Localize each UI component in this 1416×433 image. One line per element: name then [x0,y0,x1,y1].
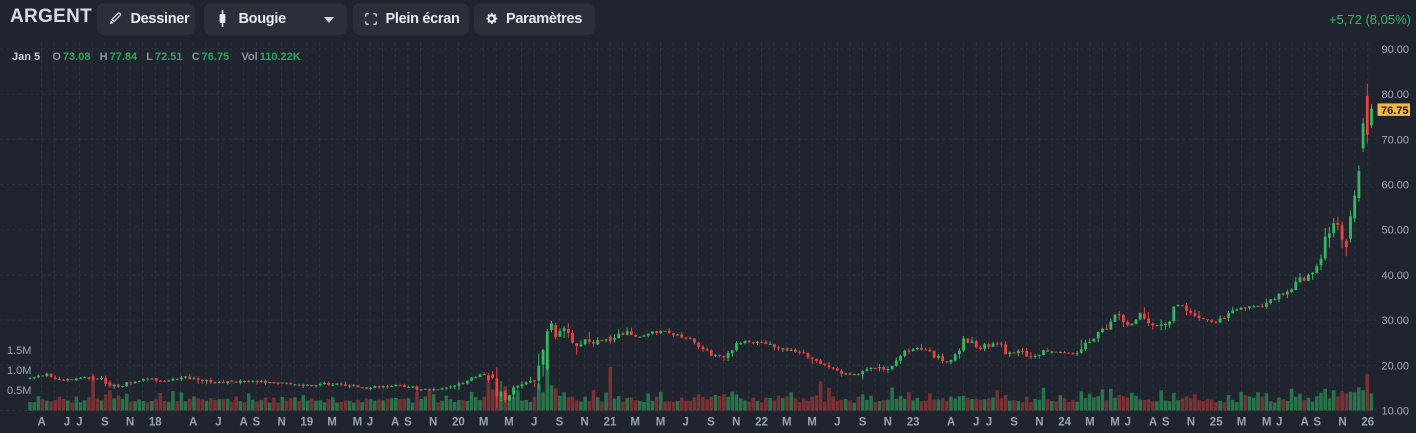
svg-text:M: M [630,417,640,429]
svg-text:M: M [807,417,817,429]
svg-text:30.00: 30.00 [1382,315,1410,327]
svg-text:N: N [429,417,437,429]
svg-text:S: S [556,417,564,429]
svg-text:S: S [1010,417,1018,429]
svg-text:S: S [1313,417,1321,429]
svg-text:M: M [327,417,337,429]
svg-text:S: S [859,417,867,429]
svg-text:23: 23 [907,417,920,429]
svg-text:A: A [391,417,399,429]
svg-text:J: J [367,417,373,429]
svg-text:S: S [1162,417,1170,429]
svg-text:A: A [37,417,45,429]
svg-text:A: A [189,417,197,429]
svg-text:J: J [682,417,688,429]
svg-text:J: J [1125,417,1131,429]
svg-text:M: M [656,417,666,429]
svg-text:A: A [1149,417,1157,429]
svg-text:A: A [947,417,955,429]
svg-text:J: J [76,417,82,429]
svg-text:M: M [1110,417,1120,429]
svg-text:S: S [707,417,715,429]
svg-text:M: M [504,417,514,429]
svg-text:M: M [1085,417,1095,429]
svg-text:S: S [101,417,109,429]
svg-text:N: N [1338,417,1346,429]
svg-text:N: N [126,417,134,429]
svg-text:18: 18 [149,417,162,429]
svg-text:40.00: 40.00 [1382,270,1410,282]
svg-text:90.00: 90.00 [1382,44,1410,56]
svg-text:N: N [277,417,285,429]
svg-text:24: 24 [1058,417,1071,429]
svg-text:19: 19 [300,417,313,429]
svg-text:J: J [531,417,537,429]
svg-text:J: J [986,417,992,429]
svg-text:1.0M: 1.0M [7,365,31,377]
svg-text:J: J [215,417,221,429]
svg-text:N: N [581,417,589,429]
svg-text:S: S [404,417,412,429]
svg-text:A: A [240,417,248,429]
svg-text:1.5M: 1.5M [7,345,31,357]
svg-text:N: N [1187,417,1195,429]
svg-text:N: N [1035,417,1043,429]
svg-text:21: 21 [604,417,617,429]
svg-text:M: M [782,417,792,429]
svg-text:26: 26 [1361,417,1374,429]
svg-text:20: 20 [452,417,465,429]
svg-text:J: J [834,417,840,429]
svg-text:M: M [479,417,489,429]
svg-text:M: M [1262,417,1272,429]
svg-text:70.00: 70.00 [1382,134,1410,146]
svg-text:S: S [252,417,260,429]
svg-text:10.00: 10.00 [1382,406,1410,418]
svg-text:22: 22 [755,417,768,429]
svg-text:J: J [973,417,979,429]
svg-text:J: J [64,417,70,429]
svg-text:J: J [1276,417,1282,429]
svg-text:25: 25 [1210,417,1223,429]
svg-text:50.00: 50.00 [1382,225,1410,237]
svg-text:20.00: 20.00 [1382,360,1410,372]
svg-text:M: M [1237,417,1247,429]
svg-text:N: N [732,417,740,429]
svg-text:76.75: 76.75 [1381,105,1409,117]
svg-text:60.00: 60.00 [1382,180,1410,192]
svg-text:80.00: 80.00 [1382,89,1410,101]
svg-text:N: N [884,417,892,429]
svg-text:0.5M: 0.5M [7,385,31,397]
svg-text:A: A [1300,417,1308,429]
svg-text:M: M [353,417,363,429]
